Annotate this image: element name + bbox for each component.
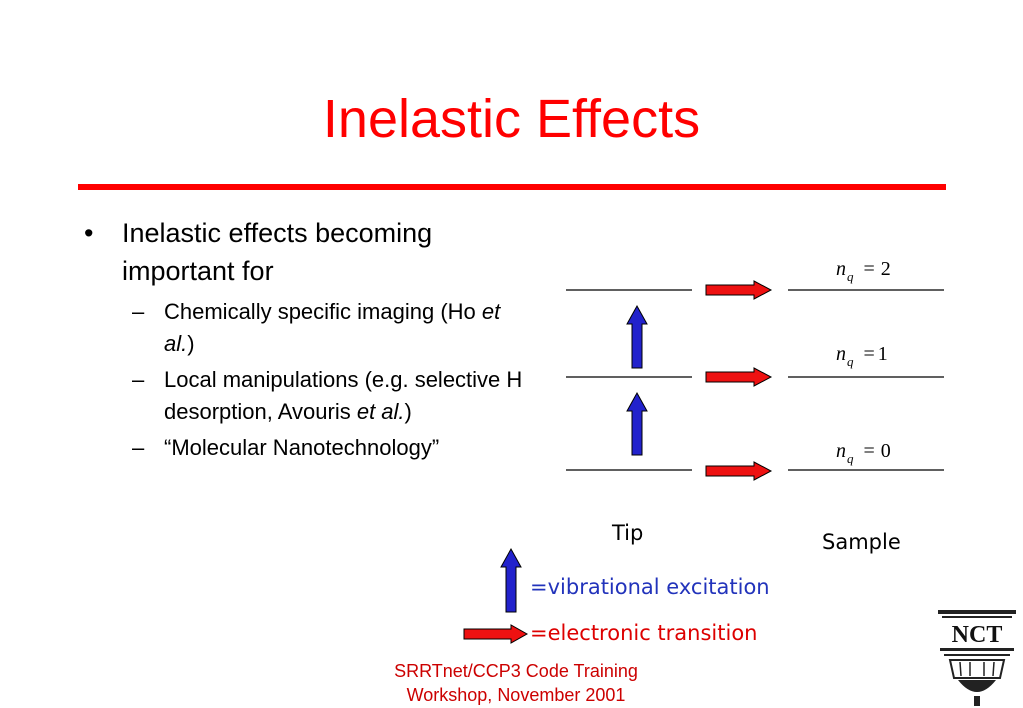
legend-electronic-text: =electronic transition <box>530 621 757 645</box>
sub-bullet-end: ) <box>404 399 412 424</box>
bullet-main: • Inelastic effects becoming important f… <box>84 214 524 290</box>
logo-text: NCT <box>952 622 1003 648</box>
sub-bullet-end: ) <box>187 331 195 356</box>
legend-vibrational-arrow-icon <box>500 547 522 613</box>
footer: SRRTnet/CCP3 Code Training Workshop, Nov… <box>346 659 686 707</box>
sub-bullet-text: “Molecular Nanotechnology” <box>164 435 440 460</box>
vibrational-arrow-icon <box>626 304 648 369</box>
electronic-arrow-icon <box>705 461 773 481</box>
level-label-2: nq = 2 <box>836 258 891 284</box>
legend-vibrational-text: =vibrational excitation <box>530 575 770 599</box>
sub-bullet-dash: – <box>132 367 145 392</box>
capitol-dome-logo-icon: NCT <box>938 610 1016 706</box>
bullet-main-text: Inelastic effects becoming important for <box>122 218 433 286</box>
level-label-0: nq = 0 <box>836 440 891 466</box>
bullet-marker: • <box>84 218 94 248</box>
footer-line-2: Workshop, November 2001 <box>406 685 626 705</box>
level-label-1: nq = 1 <box>836 343 888 369</box>
electronic-arrow-icon <box>705 367 773 387</box>
tip-label: Tip <box>611 521 643 545</box>
slide-title: Inelastic Effects <box>322 89 701 149</box>
electronic-arrow-icon <box>705 280 773 300</box>
sub-bullet-imaging: – Chemically specific imaging (Ho et al.… <box>84 296 524 360</box>
legend-electronic-arrow-icon <box>463 624 529 644</box>
sub-bullet-italic: et al. <box>164 299 501 356</box>
footer-line-1: SRRTnet/CCP3 Code Training <box>394 661 638 681</box>
sub-bullet-italic: et al. <box>356 399 405 424</box>
title-underline <box>78 184 946 190</box>
sub-bullet-dash: – <box>132 435 145 460</box>
bullet-list: • Inelastic effects becoming important f… <box>84 214 524 464</box>
sub-bullet-nanotech: – “Molecular Nanotechnology” <box>84 432 524 464</box>
sub-bullet-text: Local manipulations (e.g. selective H de… <box>164 367 523 424</box>
vibrational-arrow-icon <box>626 391 648 456</box>
sub-bullet-manipulation: – Local manipulations (e.g. selective H … <box>84 364 524 428</box>
sample-label: Sample <box>822 530 901 554</box>
sub-bullet-dash: – <box>132 299 145 324</box>
sub-bullet-text: Chemically specific imaging (Ho <box>164 299 482 324</box>
